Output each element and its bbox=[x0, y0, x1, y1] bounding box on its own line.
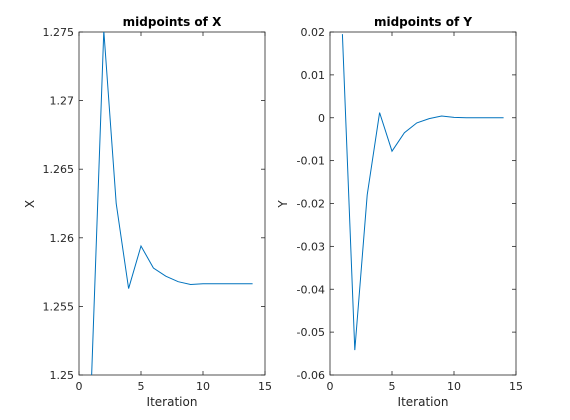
x-tick-label-y-1: 5 bbox=[389, 380, 396, 393]
y-axis-label-y: Y bbox=[276, 200, 290, 209]
subplot-y: midpoints of Y 0 5 10 15 -0.06 -0.05 -0.04 -0.0… bbox=[276, 15, 523, 409]
y-tick-label-y-0: -0.06 bbox=[297, 369, 325, 382]
y-tick-label-x-3: 1.265 bbox=[43, 163, 75, 176]
series-line-y-0 bbox=[341, 34, 504, 351]
y-tick-label-y-5: -0.01 bbox=[297, 155, 325, 168]
x-tick-label-y-3: 15 bbox=[509, 380, 523, 393]
subplot-x: midpoints of X 0 5 10 15 1.25 1.255 1.26 1.265 1… bbox=[23, 15, 272, 409]
axes-x: 0 5 10 15 1.25 1.255 1.26 1.265 1.27 1.275 bbox=[43, 26, 273, 393]
x-tick-label-x-3: 15 bbox=[258, 380, 272, 393]
y-tick-label-x-5: 1.275 bbox=[43, 26, 75, 39]
x-tick-label-x-2: 10 bbox=[196, 380, 210, 393]
x-axis-label-x: Iteration bbox=[147, 395, 198, 409]
x-tick-label-x-0: 0 bbox=[76, 380, 83, 393]
x-tick-label-y-2: 10 bbox=[447, 380, 461, 393]
y-tick-label-x-2: 1.26 bbox=[50, 232, 75, 245]
y-tick-label-y-1: -0.05 bbox=[297, 326, 325, 339]
x-axis-label-y: Iteration bbox=[398, 395, 449, 409]
chart-title-x: midpoints of X bbox=[123, 15, 222, 29]
y-axis-label-x: X bbox=[23, 200, 37, 208]
y-tick-label-y-7: 0.01 bbox=[301, 69, 326, 82]
series-line-x-0 bbox=[91, 32, 253, 375]
x-tick-label-y-0: 0 bbox=[327, 380, 334, 393]
chart-title-y: midpoints of Y bbox=[374, 15, 472, 29]
y-tick-label-y-2: -0.04 bbox=[297, 283, 325, 296]
x-tick-label-x-1: 5 bbox=[138, 380, 145, 393]
axes-y: 0 5 10 15 -0.06 -0.05 -0.04 -0.03 -0.02 -0.01 0 0.0… bbox=[297, 26, 523, 393]
y-tick-label-y-6: 0 bbox=[318, 112, 325, 125]
y-tick-label-x-0: 1.25 bbox=[50, 369, 75, 382]
y-tick-label-x-1: 1.255 bbox=[43, 300, 75, 313]
axes-box-x bbox=[78, 31, 266, 376]
y-tick-label-y-3: -0.03 bbox=[297, 240, 325, 253]
axes-box-y bbox=[329, 31, 517, 376]
y-tick-label-x-4: 1.27 bbox=[50, 95, 75, 108]
y-tick-label-y-8: 0.02 bbox=[301, 26, 326, 39]
y-tick-label-y-4: -0.02 bbox=[297, 198, 325, 211]
